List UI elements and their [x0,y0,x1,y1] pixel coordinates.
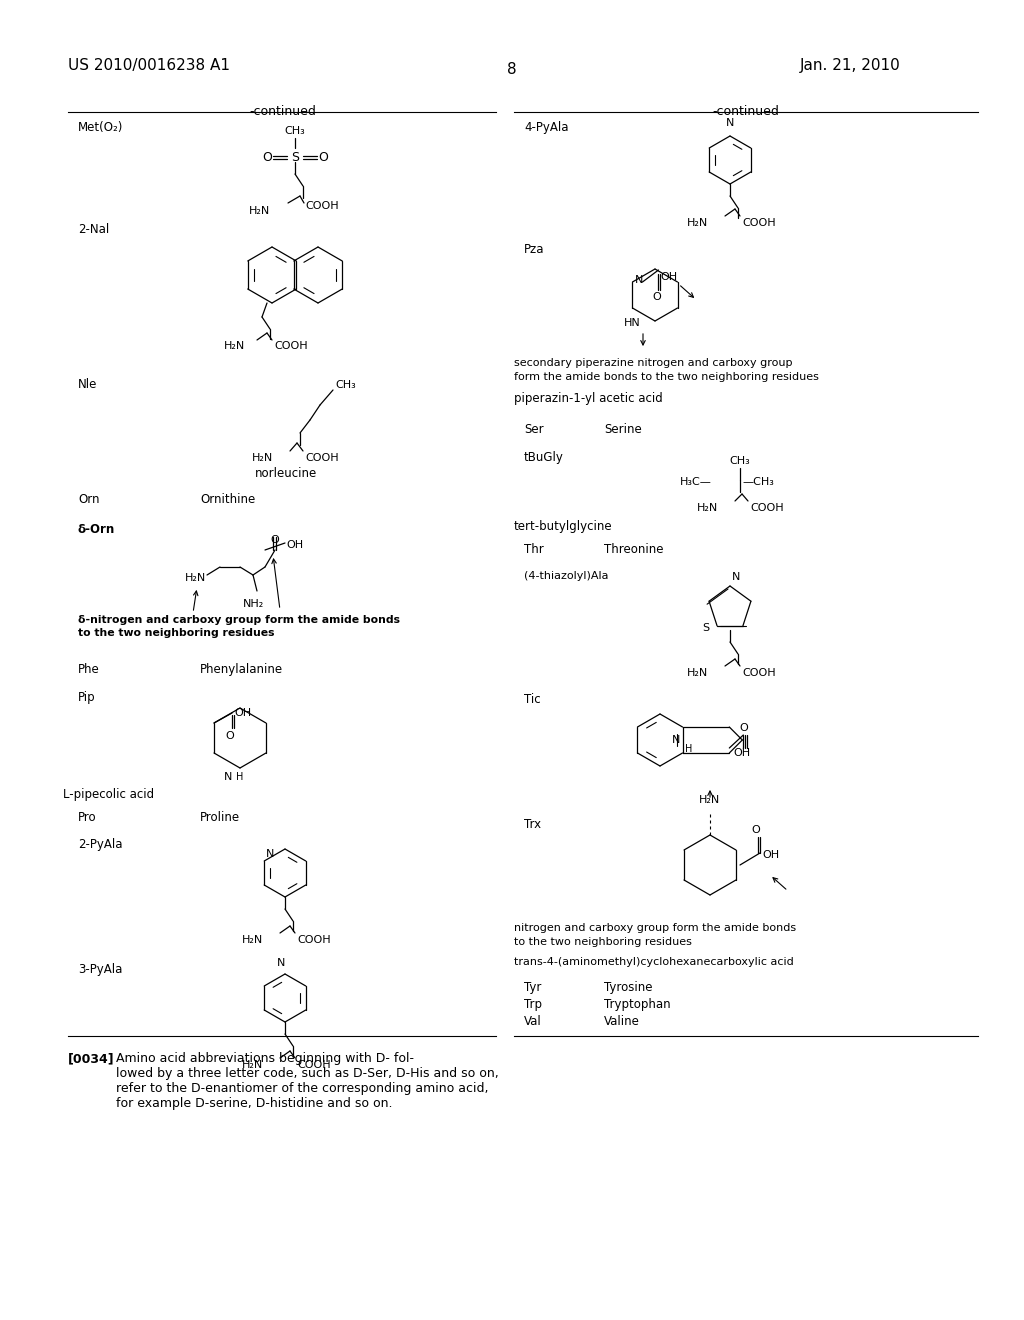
Text: Thr: Thr [524,543,544,556]
Text: -continued: -continued [250,106,316,117]
Text: Tic: Tic [524,693,541,706]
Text: COOH: COOH [305,201,339,211]
Text: lowed by a three letter code, such as D-Ser, D-His and so on,: lowed by a three letter code, such as D-… [116,1067,499,1080]
Text: H₂N: H₂N [242,1060,263,1071]
Text: Tryptophan: Tryptophan [604,998,671,1011]
Text: COOH: COOH [297,935,331,945]
Text: piperazin-1-yl acetic acid: piperazin-1-yl acetic acid [514,392,663,405]
Text: H₂N: H₂N [252,453,273,463]
Text: H: H [684,744,692,754]
Text: for example D-serine, D-histidine and so on.: for example D-serine, D-histidine and so… [116,1097,392,1110]
Text: OH: OH [234,708,251,718]
Text: Phenylalanine: Phenylalanine [200,663,283,676]
Text: nitrogen and carboxy group form the amide bonds: nitrogen and carboxy group form the amid… [514,923,796,933]
Text: L-pipecolic acid: L-pipecolic acid [63,788,155,801]
Text: H₂N: H₂N [224,341,245,351]
Text: Ornithine: Ornithine [200,492,255,506]
Text: Pza: Pza [524,243,545,256]
Text: δ-Orn: δ-Orn [78,523,116,536]
Text: secondary piperazine nitrogen and carboxy group: secondary piperazine nitrogen and carbox… [514,358,793,368]
Text: H₂N: H₂N [185,573,206,583]
Text: 8: 8 [507,62,517,77]
Text: Trx: Trx [524,818,541,832]
Text: tert-butylglycine: tert-butylglycine [514,520,612,533]
Text: N: N [266,849,274,859]
Text: US 2010/0016238 A1: US 2010/0016238 A1 [68,58,230,73]
Text: Tyr: Tyr [524,981,542,994]
Text: norleucine: norleucine [255,467,317,480]
Text: N: N [276,958,286,968]
Text: H₃C—: H₃C— [680,477,712,487]
Text: Orn: Orn [78,492,99,506]
Text: S: S [701,623,709,632]
Text: O: O [739,723,748,733]
Text: Valine: Valine [604,1015,640,1028]
Text: H₂N: H₂N [687,218,708,228]
Text: Threonine: Threonine [604,543,664,556]
Text: H₂N: H₂N [699,795,721,805]
Text: Amino acid abbreviations beginning with D- fol-: Amino acid abbreviations beginning with … [116,1052,414,1065]
Text: Val: Val [524,1015,542,1028]
Text: CH₃: CH₃ [335,380,355,389]
Text: S: S [291,150,299,164]
Text: H₂N: H₂N [696,503,718,513]
Text: 3-PyAla: 3-PyAla [78,964,123,975]
Text: Met(O₂): Met(O₂) [78,121,123,135]
Text: to the two neighboring residues: to the two neighboring residues [514,937,692,946]
Text: 4-PyAla: 4-PyAla [524,121,568,135]
Text: [0034]: [0034] [68,1052,115,1065]
Text: HN: HN [625,318,641,327]
Text: H₂N: H₂N [242,935,263,945]
Text: N: N [223,772,232,781]
Text: Nle: Nle [78,378,97,391]
Text: OH: OH [660,272,678,282]
Text: (4-thiazolyl)Ala: (4-thiazolyl)Ala [524,572,608,581]
Text: O: O [270,535,280,545]
Text: -continued: -continued [713,106,779,117]
Text: H₂N: H₂N [687,668,708,678]
Text: N: N [726,117,734,128]
Text: form the amide bonds to the two neighboring residues: form the amide bonds to the two neighbor… [514,372,819,381]
Text: trans-4-(aminomethyl)cyclohexanecarboxylic acid: trans-4-(aminomethyl)cyclohexanecarboxyl… [514,957,794,968]
Text: —CH₃: —CH₃ [742,477,774,487]
Text: O: O [225,731,234,741]
Text: H₂N: H₂N [249,206,270,216]
Text: 2-Nal: 2-Nal [78,223,110,236]
Text: O: O [318,150,328,164]
Text: CH₃: CH₃ [730,455,751,466]
Text: N: N [732,572,740,582]
Text: Pro: Pro [78,810,96,824]
Text: O: O [262,150,272,164]
Text: COOH: COOH [274,341,307,351]
Text: Trp: Trp [524,998,542,1011]
Text: Proline: Proline [200,810,240,824]
Text: Tyrosine: Tyrosine [604,981,652,994]
Text: Ser: Ser [524,422,544,436]
Text: NH₂: NH₂ [243,599,263,609]
Text: CH₃: CH₃ [285,125,305,136]
Text: to the two neighboring residues: to the two neighboring residues [78,628,274,638]
Text: O: O [752,825,761,836]
Text: COOH: COOH [305,453,339,463]
Text: Jan. 21, 2010: Jan. 21, 2010 [800,58,901,73]
Text: Serine: Serine [604,422,642,436]
Text: N: N [672,735,681,744]
Text: OH: OH [762,850,779,861]
Text: Pip: Pip [78,690,95,704]
Text: COOH: COOH [742,668,775,678]
Text: COOH: COOH [742,218,775,228]
Text: OH: OH [286,540,303,550]
Text: δ-nitrogen and carboxy group form the amide bonds: δ-nitrogen and carboxy group form the am… [78,615,400,624]
Text: Phe: Phe [78,663,99,676]
Text: COOH: COOH [297,1060,331,1071]
Text: O: O [652,292,660,302]
Text: N: N [635,275,643,285]
Text: 2-PyAla: 2-PyAla [78,838,123,851]
Text: refer to the D-enantiomer of the corresponding amino acid,: refer to the D-enantiomer of the corresp… [116,1082,488,1096]
Text: tBuGly: tBuGly [524,451,564,465]
Text: H: H [236,772,244,781]
Text: OH: OH [733,748,751,758]
Text: COOH: COOH [750,503,783,513]
